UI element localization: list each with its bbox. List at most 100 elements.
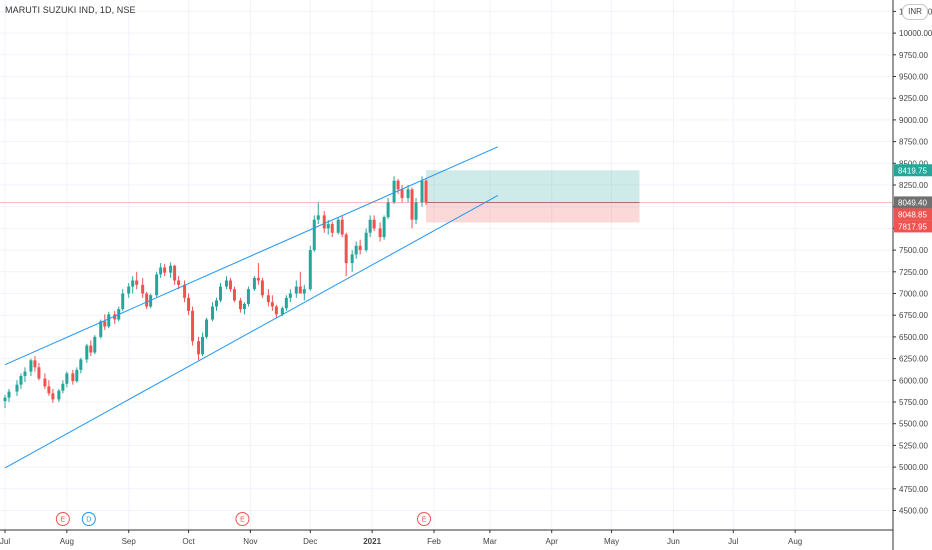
- time-tick-label: Nov: [243, 537, 257, 546]
- price-axis[interactable]: 4500.00 4750.00 5000.00 5250.00 5500.00 5750.…: [892, 0, 932, 550]
- event-label: D: [86, 517, 91, 524]
- candle-body: [51, 393, 55, 400]
- price-tag-label: 7817.95: [898, 222, 927, 231]
- candle-body: [256, 277, 260, 281]
- candle-body: [43, 378, 47, 387]
- price-tick-label: 7000.00: [899, 290, 928, 299]
- candle-body: [149, 295, 153, 307]
- price-tag-target: 8419.75: [894, 164, 932, 177]
- candle-body: [37, 367, 41, 379]
- price-tick-label: 7500.00: [899, 246, 928, 255]
- price-tag-label: 8419.75: [898, 166, 927, 175]
- long-position-zones[interactable]: [426, 170, 640, 223]
- candle-body: [228, 280, 232, 290]
- time-tick-label: May: [604, 537, 619, 546]
- candle-body: [131, 280, 135, 287]
- time-tick-label: Aug: [60, 537, 74, 546]
- price-tag-stop: 7817.95: [894, 220, 932, 233]
- candle-body: [330, 224, 334, 233]
- candle-body: [107, 314, 111, 327]
- time-tick-label: Jul: [728, 537, 738, 546]
- time-tick-label: Apr: [545, 537, 558, 546]
- time-tick-label: Dec: [303, 537, 317, 546]
- candle-body: [368, 219, 372, 233]
- candle-body: [201, 336, 205, 355]
- candle-body: [155, 274, 159, 296]
- candle-body: [322, 215, 326, 229]
- price-tag-entry: 8048.85: [894, 208, 932, 221]
- candle-body: [7, 391, 11, 398]
- candle-body: [163, 267, 167, 273]
- candle-body: [79, 359, 83, 370]
- candle-body: [358, 245, 362, 251]
- candle-body: [19, 375, 23, 385]
- candle-body: [47, 386, 51, 394]
- price-tick-label: 9750.00: [899, 51, 928, 60]
- time-tick-label: 2021: [363, 537, 381, 546]
- time-tick-label: Oct: [182, 537, 195, 546]
- candle-body: [103, 321, 107, 327]
- candle-body: [336, 219, 340, 233]
- candle-body: [218, 286, 222, 301]
- channel-lines[interactable]: [4, 146, 499, 469]
- candle-body: [350, 254, 354, 264]
- event-circle: [55, 512, 70, 526]
- price-tags: 8419.75 8049.40 8048.85 7817.95: [894, 164, 932, 233]
- candle-body: [354, 245, 358, 255]
- candle-body: [99, 321, 103, 337]
- time-tick-label: Feb: [427, 537, 441, 546]
- event-marker-e: E: [417, 512, 432, 526]
- price-tick-label: 6500.00: [899, 333, 928, 342]
- candle-body: [145, 293, 149, 307]
- candle-body: [284, 297, 288, 309]
- candle-body: [15, 384, 19, 392]
- candle-body: [308, 250, 312, 290]
- time-axis[interactable]: Jul Aug Sep Oct Nov Dec 2021 Feb Mar Apr May Jun Jul…: [0, 529, 893, 546]
- candle-body: [93, 336, 97, 353]
- candle-body: [173, 265, 177, 281]
- price-tag-bg: [894, 220, 932, 233]
- candle-body: [211, 306, 215, 320]
- event-circle: [235, 512, 250, 526]
- price-tick-label: 6250.00: [899, 355, 928, 364]
- event-marker-e: E: [55, 512, 70, 526]
- candle-body: [238, 300, 242, 310]
- candle-body: [85, 345, 89, 360]
- candle-body: [224, 280, 228, 287]
- candle-body: [141, 284, 145, 294]
- target-zone: [426, 170, 640, 203]
- event-label: E: [61, 517, 66, 524]
- candle-body: [406, 189, 410, 199]
- stop-zone: [426, 202, 640, 223]
- symbol-title[interactable]: MARUTI SUZUKI IND, 1D, NSE: [5, 5, 136, 15]
- price-tag-bg: [894, 196, 932, 209]
- currency-badge[interactable]: INR: [902, 4, 928, 20]
- candle-body: [232, 289, 236, 301]
- candle-body: [420, 180, 424, 203]
- event-circle: [81, 512, 96, 526]
- candle-body: [33, 360, 37, 368]
- price-tick-label: 9250.00: [899, 94, 928, 103]
- time-tick-label: Jun: [667, 537, 680, 546]
- event-label: E: [422, 517, 427, 524]
- candle-body: [344, 234, 348, 264]
- price-tick-label: 4500.00: [899, 507, 928, 516]
- candle-body: [364, 232, 368, 251]
- candle-body: [177, 280, 181, 285]
- time-tick-label: Jul: [0, 537, 10, 546]
- event-marker-d: D: [81, 512, 96, 526]
- candle-body: [280, 308, 284, 315]
- event-circle: [417, 512, 432, 526]
- candle-body: [29, 360, 33, 372]
- event-label: E: [240, 517, 245, 524]
- price-tag-label: 8048.85: [898, 210, 927, 219]
- price-tick-label: 9000.00: [899, 116, 928, 125]
- candle-body: [386, 202, 390, 218]
- candle-body: [396, 180, 400, 190]
- candle-body: [89, 345, 93, 353]
- candle-body: [400, 189, 404, 199]
- price-tick-label: 8750.00: [899, 138, 928, 147]
- candle-body: [71, 373, 75, 382]
